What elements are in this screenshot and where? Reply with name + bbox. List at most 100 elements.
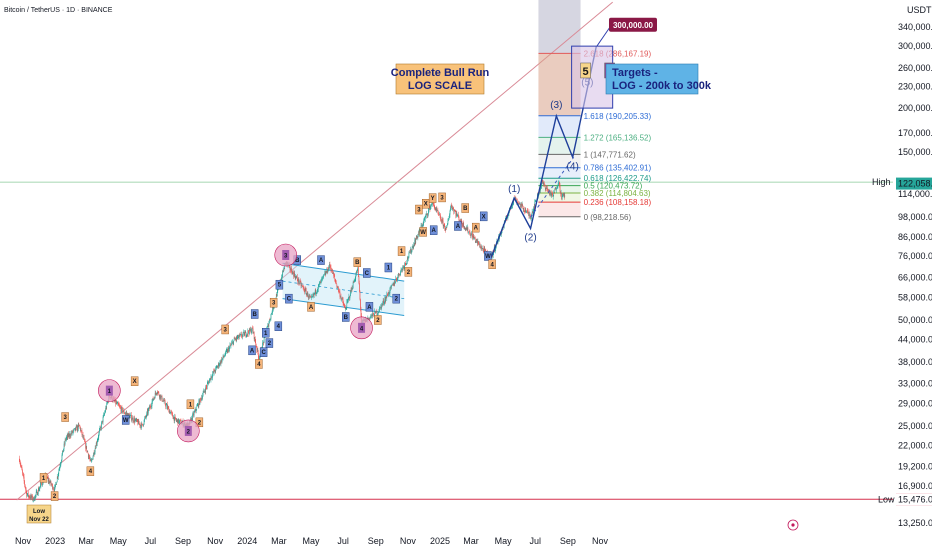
candle [216, 366, 218, 368]
candle [312, 296, 313, 297]
candle [64, 443, 65, 445]
candle [262, 342, 263, 350]
candle [341, 298, 343, 299]
candle [385, 297, 387, 302]
candle [372, 312, 373, 316]
candle [103, 414, 104, 418]
candle [411, 250, 412, 253]
candle [459, 220, 460, 221]
candle [59, 468, 60, 471]
candle [198, 400, 200, 407]
candle [395, 278, 397, 280]
wave-marker [488, 259, 496, 269]
candle [73, 429, 74, 432]
candle [392, 282, 394, 286]
candle [215, 366, 217, 368]
candle [521, 203, 522, 206]
candle [19, 458, 20, 462]
candle [142, 424, 144, 426]
candle [244, 332, 245, 336]
candle [387, 295, 389, 297]
candle [299, 283, 300, 284]
x-tick-label: Nov [400, 536, 417, 546]
candle [339, 291, 340, 292]
candle [209, 380, 210, 384]
candle [215, 367, 216, 372]
candle [76, 426, 78, 431]
candle [424, 219, 426, 220]
candle [483, 248, 485, 253]
candle [381, 304, 383, 306]
candle [547, 189, 549, 191]
candle [166, 404, 168, 406]
wave-marker-label: A [367, 305, 372, 311]
candle [176, 420, 178, 421]
candle [213, 371, 214, 373]
candle [145, 416, 146, 418]
low-note-line1: Low [33, 509, 45, 515]
fib-level-label: 0.5 (120,473.72) [584, 182, 643, 191]
wave-label: (4) [567, 161, 579, 172]
candle [202, 395, 203, 399]
wave-marker-label: 3 [272, 301, 276, 307]
candle [199, 400, 200, 405]
y-tick-label: 340,000.00 [898, 22, 932, 32]
candle [135, 419, 137, 421]
x-tick-label: Nov [207, 536, 224, 546]
candle [351, 287, 353, 290]
candle [210, 376, 212, 381]
candle [330, 265, 331, 268]
candle [479, 243, 481, 248]
candle [270, 318, 271, 320]
candle [224, 354, 226, 356]
candle [379, 307, 380, 312]
candle [511, 205, 513, 207]
wave-marker-label: 1 [400, 249, 404, 255]
candle [197, 404, 199, 406]
candle [468, 232, 469, 233]
candle [172, 416, 174, 419]
candle [428, 208, 430, 210]
wave-marker-label: B [295, 258, 300, 264]
candle [421, 225, 422, 226]
candle [56, 476, 58, 482]
candle [124, 413, 125, 414]
candle [157, 391, 159, 394]
candle [196, 406, 198, 411]
candle [130, 415, 131, 416]
channel-upper-line [282, 262, 405, 282]
candle [26, 494, 28, 497]
candle [321, 278, 323, 280]
candle [522, 205, 524, 210]
candle [259, 358, 260, 360]
wave-marker-label: A [250, 348, 255, 354]
candle [119, 405, 120, 407]
candle [334, 278, 336, 281]
wave-label: (2) [524, 232, 536, 243]
candle [344, 306, 346, 310]
candle [273, 306, 274, 310]
candle [241, 336, 243, 338]
candle [484, 248, 486, 250]
candle [96, 441, 98, 444]
candle [436, 208, 438, 211]
candle [345, 308, 347, 310]
candle [30, 495, 32, 499]
candle [518, 203, 520, 204]
candle [249, 328, 251, 331]
low-tag: Low [878, 494, 895, 504]
candle [159, 395, 160, 398]
candle [554, 188, 556, 190]
wave-marker [255, 359, 263, 369]
candle [440, 219, 442, 221]
candle [172, 413, 173, 417]
candle [269, 319, 270, 323]
wave-marker [274, 321, 283, 331]
candle [333, 275, 335, 277]
candle [77, 426, 79, 430]
candle [170, 412, 171, 414]
wave-marker-label: A [319, 258, 324, 264]
y-tick-label: 13,250.00 [898, 518, 932, 528]
candle [192, 414, 193, 421]
